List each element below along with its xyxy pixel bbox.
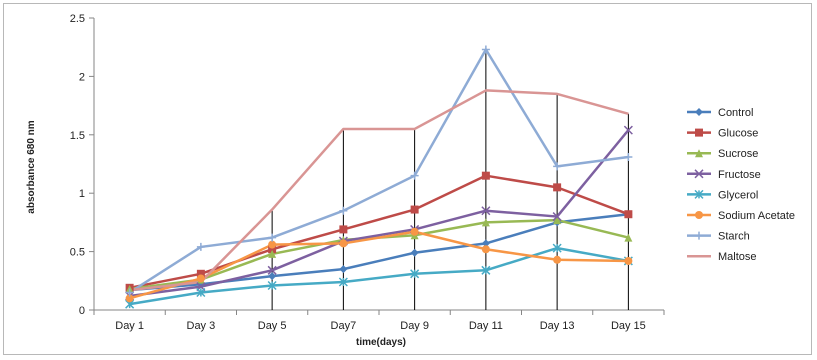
legend-item: Sucrose [687, 148, 758, 160]
y-tick-label: 1.5 [70, 130, 85, 142]
legend-label: Glycerol [718, 189, 758, 201]
data-point [196, 269, 205, 278]
data-point [410, 248, 419, 257]
data-point [481, 171, 490, 180]
series-line-maltose [129, 89, 629, 292]
data-point [268, 240, 277, 249]
data-point [125, 294, 134, 303]
series-line-sodium-acetate [129, 230, 629, 300]
data-point [196, 274, 205, 283]
x-tick-label: Day 11 [469, 320, 503, 332]
data-point [695, 211, 703, 219]
data-point [695, 149, 703, 158]
data-point [410, 171, 419, 180]
x-tick-label: Day7 [331, 320, 357, 332]
data-point [196, 242, 205, 251]
data-point [268, 233, 277, 242]
data-point [410, 205, 419, 214]
data-point [267, 265, 277, 275]
legend-item: Fructose [687, 169, 761, 181]
x-tick-label: Day 1 [115, 320, 144, 332]
legend-item: Starch [687, 231, 750, 243]
series-lines [128, 48, 630, 306]
data-point [125, 288, 134, 297]
line-chart: 0 0.5 1 1.5 2 2.5 Day 1 Day 3 Day 5 Day7 Day 9 Day … [26, 13, 795, 348]
series-line-starch [128, 48, 629, 294]
data-point [553, 216, 562, 225]
data-point [553, 162, 562, 171]
data-point [268, 245, 277, 254]
legend-item: Glycerol [687, 189, 758, 201]
data-point [624, 152, 633, 161]
legend-label: Maltose [718, 251, 757, 263]
legend-label: Starch [718, 231, 750, 243]
x-tick-label: Day 3 [187, 320, 216, 332]
y-tick-label: 2 [79, 71, 85, 83]
data-point [410, 269, 420, 279]
y-tick-label: 2.5 [70, 13, 85, 25]
data-point [481, 206, 491, 216]
data-point [339, 206, 348, 215]
legend-label: Glucose [718, 128, 758, 140]
legend-label: Sodium Acetate [718, 210, 795, 222]
x-tick-label: Day 15 [611, 320, 646, 332]
legend-label: Fructose [718, 169, 761, 181]
data-point [268, 272, 277, 281]
data-point [268, 249, 277, 258]
series-line-fructose [129, 129, 630, 298]
data-point [695, 108, 703, 116]
data-point [481, 245, 490, 254]
data-point [339, 265, 348, 274]
data-point [694, 189, 704, 199]
data-point [695, 128, 703, 137]
data-point [481, 218, 490, 227]
data-point [481, 265, 491, 275]
data-point [553, 255, 562, 264]
legend-item: Maltose [687, 251, 757, 263]
data-point [481, 239, 490, 248]
data-point [410, 227, 419, 236]
legend-item: Sodium Acetate [687, 210, 795, 222]
data-point [339, 225, 348, 234]
data-point [552, 212, 562, 222]
data-point [623, 125, 633, 135]
data-point [196, 287, 206, 298]
legend-label: Sucrose [718, 148, 758, 160]
x-tick-label: Day 5 [258, 320, 287, 332]
legend: Control Glucose Sucrose Fructose Glycerol Sod… [687, 107, 795, 263]
data-point [339, 239, 348, 248]
data-point [267, 280, 277, 291]
data-point [338, 277, 348, 287]
data-point [695, 231, 703, 240]
data-point [553, 183, 562, 192]
y-tick-label: 0 [79, 305, 85, 317]
data-point [624, 210, 633, 219]
data-point [694, 169, 704, 179]
y-axis-title: absorbance 680 nm [26, 120, 37, 213]
y-tick-label: 0.5 [70, 247, 85, 259]
x-tick-label: Day 13 [540, 320, 575, 332]
legend-label: Control [718, 107, 753, 119]
series-line-glycerol [129, 246, 629, 306]
axes: 0 0.5 1 1.5 2 2.5 Day 1 Day 3 Day 5 Day7 Day 9 Day … [70, 13, 665, 332]
x-axis-title: time(days) [356, 337, 406, 348]
series-markers [125, 45, 633, 309]
data-point [624, 256, 633, 265]
data-point [624, 233, 633, 242]
chart-frame: 0 0.5 1 1.5 2 2.5 Day 1 Day 3 Day 5 Day7 Day 9 Day … [3, 3, 812, 355]
y-tick-label: 1 [79, 188, 85, 200]
data-point [481, 45, 490, 54]
legend-item: Control [687, 107, 753, 119]
data-point [552, 243, 562, 253]
x-tick-label: Day 9 [400, 320, 429, 332]
legend-item: Glucose [687, 128, 758, 140]
